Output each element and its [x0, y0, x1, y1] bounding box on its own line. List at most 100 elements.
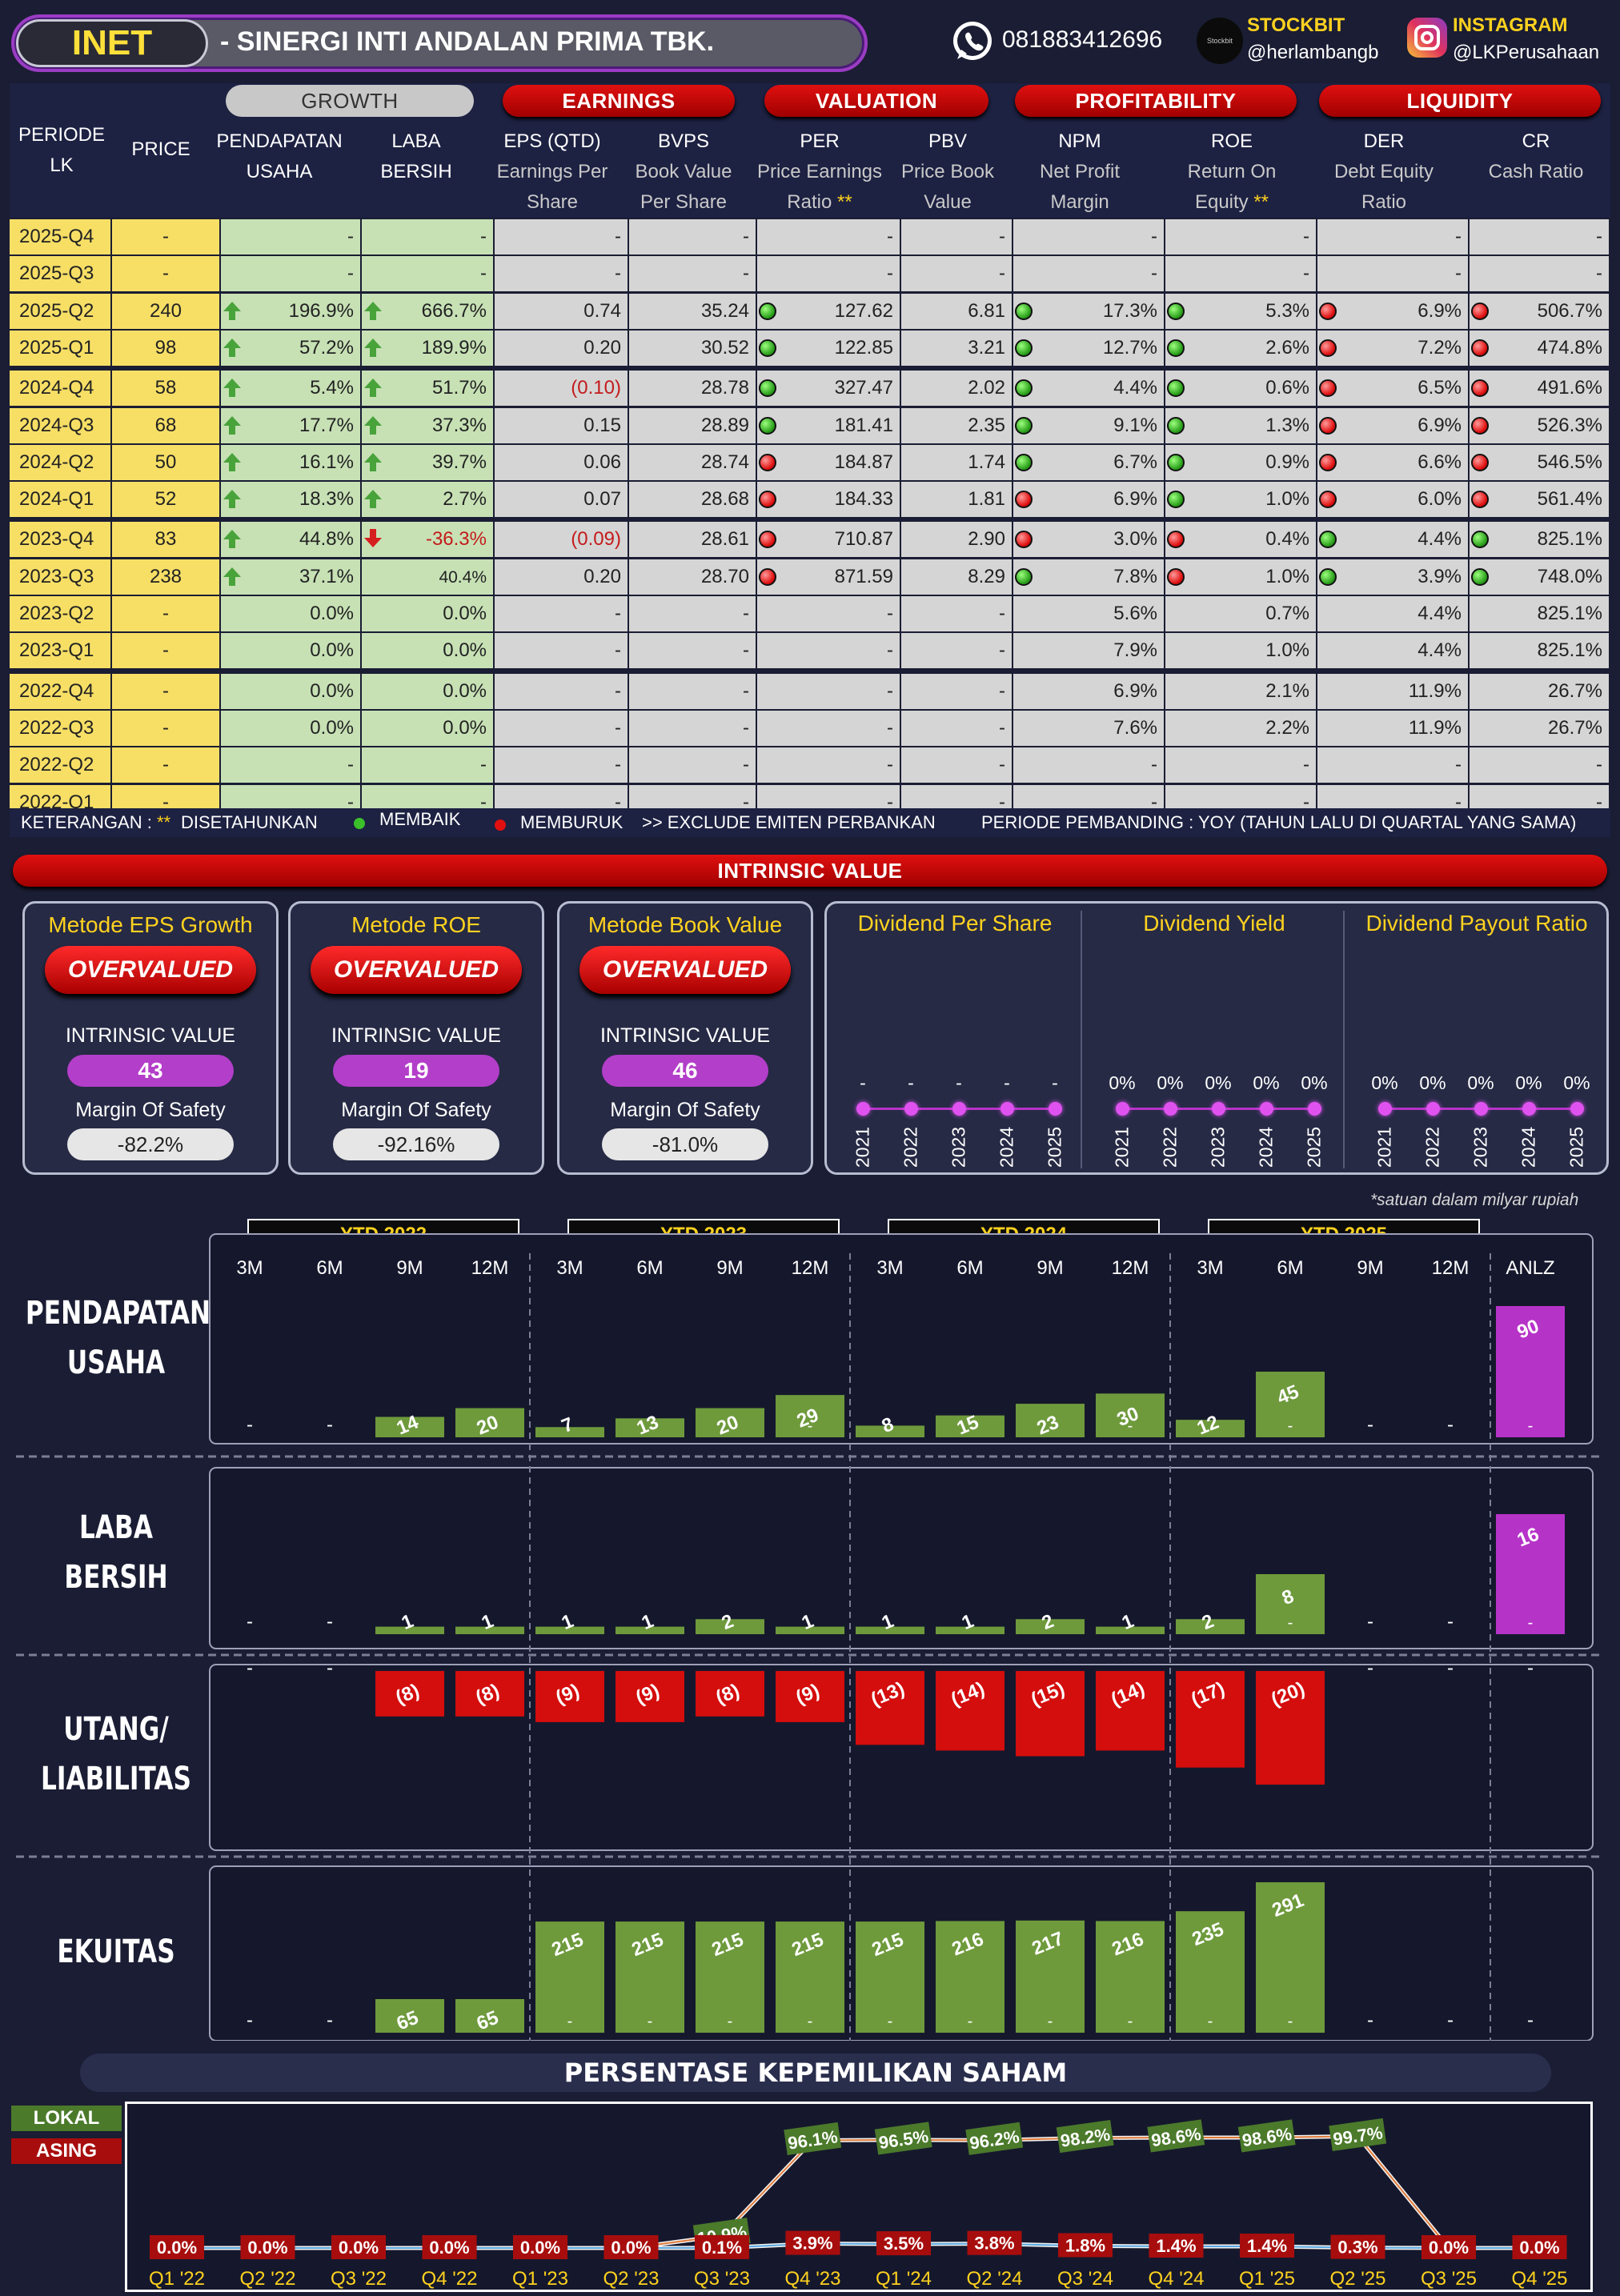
- mos-value: -81.0%: [602, 1128, 768, 1160]
- status-improving-icon: [1015, 379, 1033, 398]
- instagram-label: INSTAGRAM: [1453, 14, 1568, 36]
- cell-laba: -: [362, 219, 493, 254]
- bar-zero-dash: -: [1528, 1417, 1534, 1435]
- asing-label-box: [603, 2235, 659, 2259]
- quarter-label: Q3 '22: [331, 2268, 387, 2290]
- arrow-up-icon: [223, 482, 242, 517]
- bar-zero-dash: -: [1048, 2013, 1053, 2030]
- status-improving-icon: [1015, 339, 1033, 357]
- dividend-divider: [1081, 911, 1082, 1168]
- cell-roe-value: 1.0%: [1265, 565, 1309, 587]
- status-improving-icon: [759, 379, 776, 398]
- bar-value-label: -: [327, 2010, 333, 2031]
- cell-price-value: 98: [154, 336, 177, 359]
- cell-roe: 2.6%: [1165, 330, 1316, 366]
- stockbit-handle: @herlambangb: [1247, 42, 1379, 63]
- dividend-value: -: [1004, 1072, 1010, 1093]
- status-improving-icon: [1319, 531, 1337, 549]
- cell-der-value: 6.6%: [1418, 451, 1462, 473]
- cell-bvps: -: [629, 747, 756, 783]
- cell-pbv: 1.81: [901, 482, 1012, 518]
- table-row: 2025-Q4 - - - - - - - - - - -: [10, 219, 1610, 254]
- asing-label-box: [1240, 2234, 1294, 2258]
- asing-value-label: 0.3%: [1337, 2238, 1377, 2258]
- iv-status-badge: OVERVALUED: [45, 946, 256, 994]
- status-improving-icon: [1167, 339, 1185, 357]
- dividend-value: 0%: [1371, 1072, 1398, 1093]
- cell-eps-value: (0.10): [571, 377, 621, 399]
- cell-price: 68: [112, 407, 219, 443]
- cell-roe-value: 0.4%: [1265, 528, 1309, 551]
- dividend-title: Dividend Payout Ratio: [1365, 911, 1588, 936]
- cell-pend: 196.9%: [221, 293, 360, 329]
- arrow-up-icon: [363, 294, 383, 329]
- cell-laba: 189.9%: [362, 330, 493, 366]
- bar: [936, 1626, 1004, 1634]
- cell-per: 122.85: [757, 330, 900, 366]
- cell-roe-value: -: [1303, 262, 1309, 285]
- dividend-value: 0%: [1419, 1072, 1446, 1093]
- asing-label-box: [967, 2230, 1022, 2255]
- legend-asing: ASING: [11, 2138, 122, 2164]
- cell-price-value: -: [162, 603, 169, 624]
- asing-value-label: 3.8%: [974, 2234, 1014, 2254]
- asing-label-box: [150, 2235, 204, 2259]
- cell-cr-value: -: [1596, 226, 1602, 247]
- category-valuation: VALUATION: [764, 85, 988, 117]
- category-label: 12M: [1112, 1257, 1149, 1279]
- status-worsening-icon: [1471, 453, 1489, 471]
- bar-value-label: -: [247, 1611, 253, 1633]
- table-row: 2024-Q4 58 5.4% 51.7% (0.10) 28.78 327.47 2.02 4…: [10, 371, 1610, 407]
- cell-pbv: 2.35: [901, 407, 1012, 443]
- bar: [696, 1408, 764, 1437]
- cell-laba-value: -: [480, 262, 487, 285]
- cell-der-value: -: [1455, 226, 1462, 247]
- whatsapp-icon: [949, 18, 996, 64]
- cell-npm-value: 9.1%: [1113, 414, 1157, 436]
- cell-periode: 2025-Q3: [10, 256, 110, 292]
- col-npm: NPM Net Profit Margin: [1039, 130, 1121, 213]
- cell-npm-value: -: [1151, 791, 1157, 813]
- cell-npm: -: [1013, 219, 1164, 254]
- category-earnings: EARNINGS: [503, 85, 735, 117]
- status-improving-icon: [759, 339, 776, 357]
- cell-price: 98: [112, 330, 219, 366]
- cell-per: -: [757, 219, 900, 254]
- cell-roe-value: 1.0%: [1265, 488, 1309, 511]
- status-worsening-icon: [759, 453, 776, 471]
- cell-price-value: -: [162, 226, 169, 247]
- dividend-value: -: [860, 1072, 866, 1093]
- quarter-label: Q2 '23: [603, 2268, 660, 2290]
- col-periode: PERIODE LK: [18, 124, 106, 176]
- cell-pbv-value: 1.81: [968, 488, 1005, 511]
- cell-laba: 2.7%: [362, 482, 493, 518]
- cell-cr-value: 825.1%: [1537, 639, 1602, 662]
- bar: [535, 1626, 604, 1634]
- cell-cr: 506.7%: [1470, 293, 1609, 329]
- cell-price-value: 50: [154, 451, 177, 473]
- cell-price: -: [112, 219, 219, 254]
- asing-value-label: 1.4%: [1247, 2236, 1287, 2256]
- bar-value-label: -: [1447, 1657, 1454, 1679]
- cell-npm: 3.0%: [1013, 522, 1164, 558]
- cell-pbv: 1.74: [901, 444, 1012, 480]
- status-improving-icon: [1167, 379, 1185, 398]
- cell-cr: 825.1%: [1470, 633, 1609, 669]
- iv-value: 19: [333, 1055, 499, 1087]
- col-roe: ROE Return On Equity **: [1187, 130, 1277, 213]
- cell-der-value: 4.4%: [1418, 528, 1462, 551]
- cell-per-value: -: [887, 603, 893, 624]
- cell-per-value: -: [887, 754, 893, 776]
- cell-periode-value: 2025-Q4: [19, 226, 94, 247]
- table-row: 2025-Q3 - - - - - - - - - - -: [10, 256, 1610, 292]
- bar: [1256, 1574, 1325, 1634]
- cell-pend: -: [221, 219, 360, 254]
- dividend-year: 2025: [1303, 1126, 1325, 1168]
- cell-periode: 2024-Q1: [10, 482, 110, 518]
- table-row: 2023-Q1 - 0.0% 0.0% - - - - 7.9% 1.0% 4.4% 825.1%: [10, 633, 1610, 669]
- cell-pend: 0.0%: [221, 633, 360, 669]
- iv-method-title: Metode Book Value: [587, 912, 783, 937]
- bar: [776, 1671, 844, 1722]
- cell-pbv: -: [901, 256, 1012, 292]
- cell-roe-value: 0.6%: [1265, 377, 1309, 399]
